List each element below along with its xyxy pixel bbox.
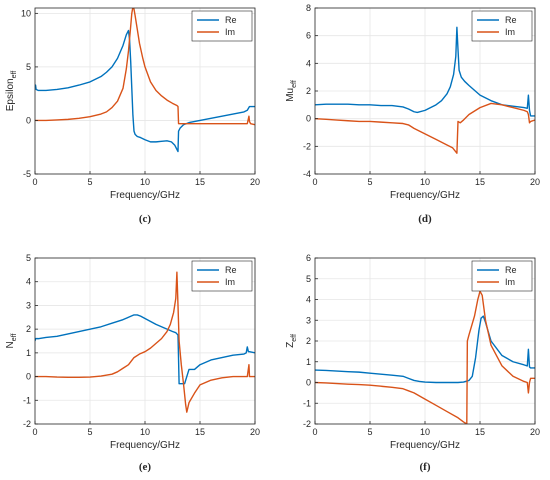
panel-label: (e): [139, 461, 152, 473]
y-tick-label: 0: [26, 115, 31, 125]
y-tick-label: 0: [26, 372, 31, 382]
y-tick-label: -2: [23, 419, 31, 429]
panel-f: 0 5 10 15 20 -2 -1 0 1 2 3 4 5 6 Frequency/GHz Zeff Re Im…: [285, 253, 540, 473]
x-tick-label: 15: [475, 427, 485, 437]
legend-label-im: Im: [225, 27, 235, 37]
y-tick-label: 2: [26, 324, 31, 334]
y-tick-label: 6: [306, 253, 311, 263]
legend-label-re: Re: [225, 265, 237, 275]
panel-label: (d): [418, 213, 432, 225]
legend-label-im: Im: [225, 277, 235, 287]
x-tick-label: 0: [312, 427, 317, 437]
legend-label-im: Im: [505, 277, 515, 287]
series-line-re: [315, 26, 535, 117]
x-tick-label: 10: [140, 427, 150, 437]
x-tick-label: 10: [420, 177, 430, 187]
series-line-re: [315, 315, 535, 384]
y-tick-label: 4: [306, 295, 311, 305]
legend-box: [191, 260, 253, 292]
y-axis-label: Epsiloneff: [5, 71, 18, 112]
y-tick-label: 10: [21, 8, 31, 18]
y-tick-label: 8: [306, 3, 311, 13]
y-tick-label: 2: [306, 86, 311, 96]
x-tick-label: 20: [250, 177, 260, 187]
y-tick-label: -4: [303, 169, 311, 179]
y-axis-label: Zeff: [285, 334, 298, 348]
x-tick-label: 15: [195, 177, 205, 187]
legend-box: [471, 10, 533, 42]
legend: Re Im: [471, 260, 533, 292]
x-tick-label: 10: [420, 427, 430, 437]
series-line-im: [315, 290, 535, 424]
y-axis-label: Mueff: [285, 80, 298, 102]
legend-label-re: Re: [505, 15, 517, 25]
series-line-im: [35, 271, 255, 413]
panel-d: 0 5 10 15 20 -4 -2 0 2 4 6 8 Frequency/GHz Mueff Re Im (…: [285, 3, 540, 225]
y-tick-label: 5: [306, 274, 311, 284]
y-tick-label: 1: [306, 357, 311, 367]
series-line-re: [35, 314, 255, 385]
y-tick-label: -1: [23, 395, 31, 405]
x-tick-label: 20: [250, 427, 260, 437]
y-tick-label: 0: [306, 114, 311, 124]
series-line-re: [35, 29, 255, 153]
y-tick-label: -1: [303, 398, 311, 408]
y-tick-label: -5: [23, 169, 31, 179]
legend: Re Im: [471, 10, 533, 42]
x-tick-label: 0: [32, 177, 37, 187]
series-line-im: [315, 102, 535, 154]
y-tick-label: 6: [306, 31, 311, 41]
legend-label-re: Re: [225, 15, 237, 25]
y-axis-label: Neff: [5, 333, 18, 348]
series-line-im: [35, 8, 255, 126]
x-tick-label: 5: [87, 427, 92, 437]
y-tick-label: 0: [306, 378, 311, 388]
x-axis-label: Frequency/GHz: [110, 440, 180, 451]
y-tick-label: 3: [26, 300, 31, 310]
x-tick-label: 15: [475, 177, 485, 187]
legend: Re Im: [191, 260, 253, 292]
x-axis-label: Frequency/GHz: [390, 190, 460, 201]
legend-box: [191, 10, 253, 42]
x-tick-label: 5: [87, 177, 92, 187]
x-tick-label: 15: [195, 427, 205, 437]
legend-label-re: Re: [505, 265, 517, 275]
y-tick-label: 2: [306, 336, 311, 346]
panel-c: 0 5 10 15 20-50510Frequency/GHzEpsiloneffReI…: [5, 7, 260, 225]
x-tick-label: 5: [367, 177, 372, 187]
y-tick-label: -2: [303, 419, 311, 429]
x-axis-label: Frequency/GHz: [390, 440, 460, 451]
y-tick-label: 4: [306, 58, 311, 68]
x-tick-label: 0: [32, 427, 37, 437]
legend-box: [471, 260, 533, 292]
x-tick-label: 20: [530, 427, 540, 437]
legend: Re Im: [191, 10, 253, 42]
y-tick-label: -2: [303, 141, 311, 151]
x-tick-label: 20: [530, 177, 540, 187]
y-tick-label: 3: [306, 315, 311, 325]
y-tick-label: 5: [26, 253, 31, 263]
legend-label-im: Im: [505, 27, 515, 37]
x-tick-label: 5: [367, 427, 372, 437]
y-tick-label: 4: [26, 277, 31, 287]
x-axis-label: Frequency/GHz: [110, 190, 180, 201]
x-tick-label: 10: [140, 177, 150, 187]
x-tick-label: 0: [312, 177, 317, 187]
panel-label: (c): [139, 213, 152, 225]
y-tick-label: 5: [26, 62, 31, 72]
panel-e: 0 5 10 15 20 -2 -1 0 1 2 3 4 5 Frequency/GHz Neff Re Im (…: [5, 253, 260, 473]
y-tick-label: 1: [26, 348, 31, 358]
panel-label: (f): [420, 461, 431, 473]
